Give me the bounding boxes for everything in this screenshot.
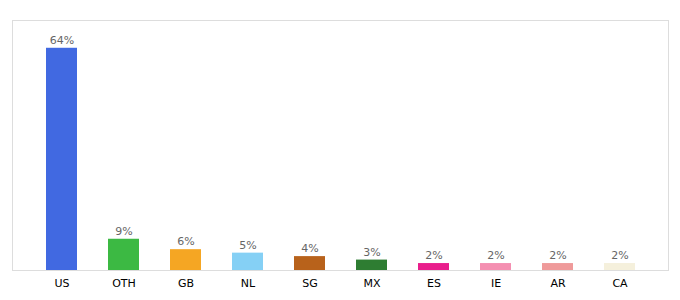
svg-text:2%: 2%: [611, 249, 628, 262]
svg-text:CA: CA: [612, 277, 628, 290]
svg-text:GB: GB: [178, 277, 194, 290]
svg-text:OTH: OTH: [112, 277, 136, 290]
svg-text:64%: 64%: [50, 34, 74, 47]
svg-text:ES: ES: [427, 277, 441, 290]
svg-text:3%: 3%: [363, 246, 380, 259]
svg-text:2%: 2%: [425, 249, 442, 262]
svg-text:2%: 2%: [549, 249, 566, 262]
svg-text:US: US: [54, 277, 69, 290]
svg-text:IE: IE: [491, 277, 501, 290]
svg-text:6%: 6%: [177, 235, 194, 248]
svg-text:MX: MX: [363, 277, 380, 290]
svg-text:9%: 9%: [115, 225, 132, 238]
svg-text:5%: 5%: [239, 239, 256, 252]
svg-text:4%: 4%: [301, 242, 318, 255]
svg-text:NL: NL: [241, 277, 256, 290]
svg-text:SG: SG: [302, 277, 318, 290]
svg-text:2%: 2%: [487, 249, 504, 262]
svg-text:AR: AR: [550, 277, 566, 290]
